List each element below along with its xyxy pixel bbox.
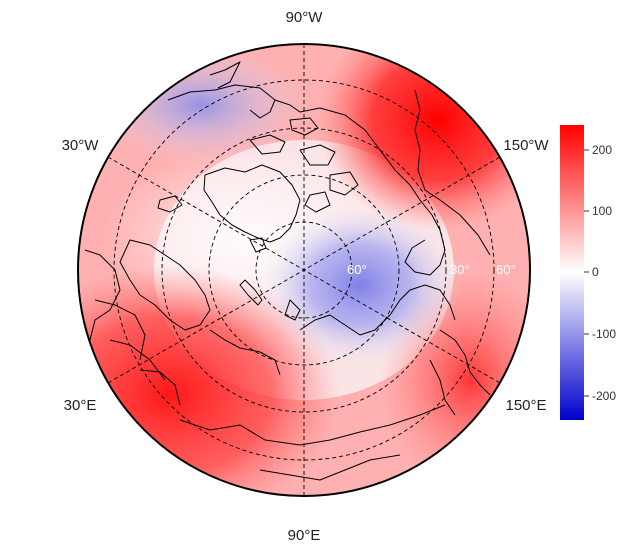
lon-label-30e: 30°E <box>64 397 97 414</box>
colorbar-label-100: 100 <box>592 204 612 218</box>
lon-label-30w: 30°W <box>62 137 100 154</box>
lat-label-60a: 60° <box>347 262 367 277</box>
colorbar-label-m100: -100 <box>592 327 616 341</box>
colorbar: 200 100 0 -100 -200 <box>560 125 616 420</box>
colorbar-label-0: 0 <box>592 265 599 279</box>
colorbar-label-200: 200 <box>592 143 612 157</box>
lon-label-150w: 150°W <box>503 137 549 154</box>
graticule <box>107 44 501 496</box>
lon-label-90w: 90°W <box>286 9 324 26</box>
lon-label-90e: 90°E <box>288 527 321 544</box>
lat-label-30: 30° <box>450 262 470 277</box>
lon-label-150e: 150°E <box>505 397 546 414</box>
map-border <box>77 43 531 497</box>
colorbar-gradient <box>560 125 584 420</box>
colorbar-label-m200: -200 <box>592 389 616 403</box>
lat-label-60b: 60° <box>496 262 516 277</box>
